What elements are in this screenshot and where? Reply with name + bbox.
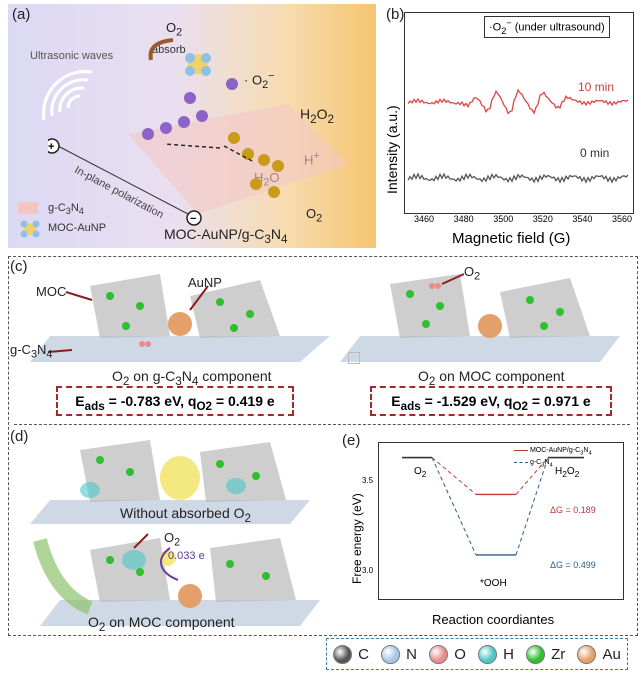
eads-box-right: Eads = -1.529 eV, qO2 = 0.971 e [370,386,612,416]
svg-text:−: − [190,213,196,225]
caption-d-top: Without absorbed O2 [120,505,251,525]
gcn-legend-swatch [18,202,38,214]
panel-d-label: (d) [10,428,29,445]
energy-legend-item-1: MOC-AuNP/g-C3N4 [514,446,592,458]
o2-label: O2 [166,20,183,39]
atom-ball-icon [381,644,401,664]
panel-b-label: (b) [386,6,405,23]
caption-c-left: O2 on g-C3N4 component [112,368,272,388]
trace-top-label: 10 min [578,80,615,94]
panel-e-label: (e) [342,432,361,449]
epr-xtick: 3460 [414,214,435,224]
h2o2-label: H2O2 [300,106,334,126]
ytick-35: 3.5 [362,476,374,485]
moc-legend-label: MOC-AuNP [48,222,107,234]
moc-cluster-icon [185,53,211,76]
atom-label: O [454,645,466,663]
aunp-label: AuNP [188,275,222,290]
energy-xlabel: Reaction coordiantes [432,612,555,627]
atom-ball-icon [429,644,449,664]
o2-label-c: O2 [464,264,481,283]
epr-xlabel: Magnetic field (G) [452,230,571,247]
epr-xtick: 3540 [572,214,593,224]
moc-legend-icon [20,220,40,238]
e-o2-label: O2 [414,466,427,479]
ytick-30: 3.0 [362,566,374,575]
legend-line-1 [514,449,528,451]
placeholder-box [348,352,360,364]
energy-plot [402,456,584,556]
energy-connector-1-1 [515,457,549,556]
eads-box-left: Eads = -0.783 eV, qO2 = 0.419 e [56,386,294,416]
panel-b: (b) ·O2− (under ultrasound) 10 min 0 min… [382,4,638,254]
gcn-label: g-C3N4 [10,342,53,361]
e-h2o2-label: H2O2 [555,466,580,479]
absorb-label: absorb [152,44,186,56]
atom-label: Au [602,645,621,663]
panel-d-structures [30,440,320,626]
epr-xtick: 3480 [453,214,474,224]
trace-bottom-label: 0 min [580,146,610,160]
composite-label: MOC-AuNP/g-C3N4 [164,226,288,246]
epr-plot-frame [404,12,634,214]
energy-legend: MOC-AuNP/g-C3N4 g-C3N4 [514,446,592,471]
atom-label: C [358,645,369,663]
energy-plot-frame [378,442,624,600]
ultrasonic-label: Ultrasonic waves [30,50,114,62]
epr-ylabel: Intensity (a.u.) [384,105,400,194]
atom-legend: C N O H Zr Au [326,638,628,670]
atom-legend-item-n: N [381,644,417,664]
energy-ylabel: Free energy (eV) [350,493,364,584]
epr-xticks: 3460 3480 3500 3520 3540 3560 [404,214,632,228]
panel-c-structures [30,273,620,362]
epr-xtick: 3500 [493,214,514,224]
atom-ball-icon [577,644,597,664]
atom-label: N [406,645,417,663]
epr-legend: ·O2− (under ultrasound) [484,16,610,38]
caption-d-bottom: O2 on MOC component [88,614,235,634]
dg1-label: ΔG = 0.189 [550,505,596,515]
atom-ball-icon [478,644,498,664]
panel-a-label: (a) [12,6,31,23]
atom-ball-icon [333,644,353,664]
atom-legend-item-h: H [478,644,514,664]
epr-xtick: 3520 [532,214,553,224]
atom-legend-item-c: C [333,644,369,664]
e-ooh-label: *OOH [480,578,507,589]
energy-connector-0-1 [515,457,549,495]
ultrasonic-waves-icon [42,70,93,121]
epr-traces [407,88,629,184]
epr-xtick: 3560 [612,214,633,224]
divider [14,424,630,425]
panel-cde-frame [8,256,638,636]
charge-label: 0.033 e [168,550,205,562]
atom-legend-item-au: Au [577,644,621,664]
atom-label: Zr [551,645,566,663]
gcn-legend-label: g-C3N4 [48,202,84,217]
atom-legend-item-o: O [429,644,466,664]
atom-ball-icon [526,644,546,664]
atom-legend-item-zr: Zr [526,644,566,664]
o2-label-d: O2 [164,530,181,549]
energy-connector-0-0 [431,457,477,495]
moc-label: MOC [36,284,67,299]
absorb-arrow-icon [148,38,174,61]
atom-label: H [503,645,514,663]
o2-out-label: O2 [306,206,323,225]
superoxide-label: · O2− [244,70,275,91]
caption-c-right: O2 on MOC component [418,368,565,388]
panel-a: (a) Ultrasonic waves O2 absorb · O2− H2O… [8,4,376,248]
panel-c-label: (c) [10,258,28,275]
energy-connector-1-0 [431,457,477,556]
dg2-label: ΔG = 0.499 [550,560,596,570]
svg-text:+: + [48,141,54,153]
energy-legend-item-2: g-C3N4 [514,458,592,470]
polarization-diagram: + − [48,78,348,226]
legend-line-2 [514,462,528,464]
